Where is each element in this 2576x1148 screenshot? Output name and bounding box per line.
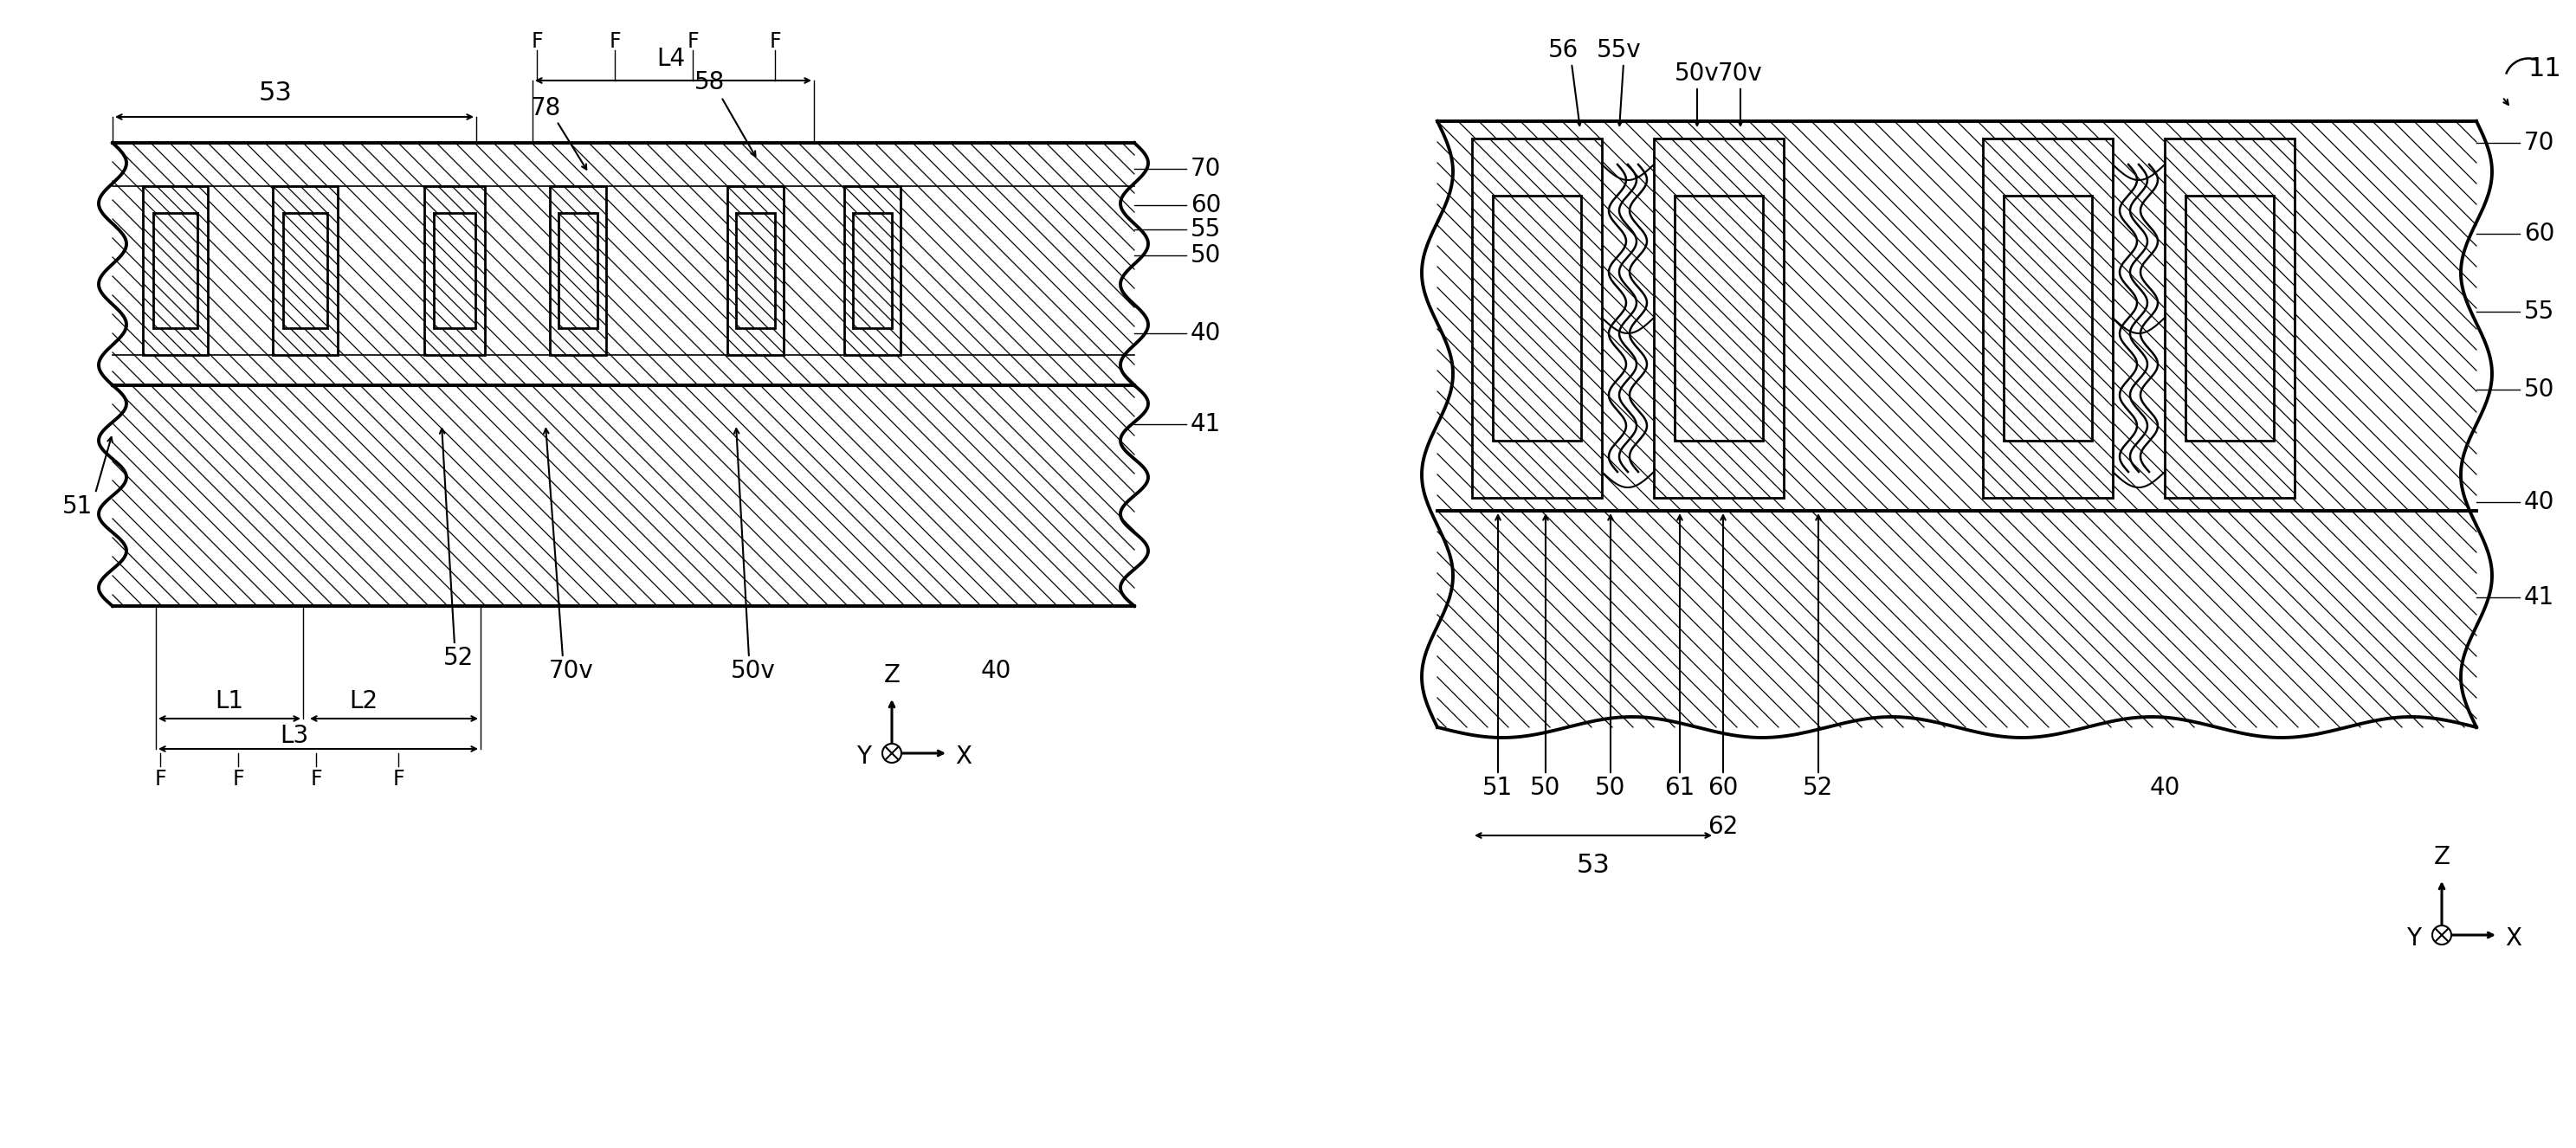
Bar [142,186,209,355]
Bar [433,214,477,328]
Text: L4: L4 [657,47,685,71]
Text: F: F [232,769,245,790]
Bar [425,186,484,355]
Text: L2: L2 [350,689,379,713]
Bar [726,186,783,355]
Text: 55: 55 [2524,300,2555,324]
Text: L3: L3 [281,723,309,748]
Text: X: X [956,745,971,769]
Text: L1: L1 [216,689,245,713]
Bar [549,186,605,355]
Bar [152,214,198,328]
Bar [559,214,598,328]
Bar [1437,122,2476,511]
Bar [113,386,1133,606]
Bar [559,214,598,328]
Bar [2004,195,2092,441]
Bar [853,214,891,328]
Bar [1492,195,1582,441]
Text: F: F [155,769,165,790]
Text: F: F [531,31,544,52]
Text: 53: 53 [258,82,291,106]
Text: 50: 50 [1190,243,1221,267]
Text: 11: 11 [2530,56,2563,82]
Bar [1654,139,1783,498]
Text: Z: Z [884,664,899,688]
Text: 53: 53 [1577,853,1610,878]
Bar [2184,195,2275,441]
Bar [283,214,327,328]
Bar [737,214,775,328]
Text: 52: 52 [1803,776,1834,800]
Text: 50: 50 [1530,776,1561,800]
Text: 62: 62 [1708,815,1739,839]
Text: 40: 40 [2148,776,2179,800]
Text: 50: 50 [2524,378,2555,402]
Text: F: F [309,769,322,790]
Bar [142,186,209,355]
Bar [273,186,337,355]
Text: Z: Z [2434,845,2450,869]
Text: 40: 40 [1190,321,1221,346]
Bar [152,214,198,328]
Bar [549,186,605,355]
Text: 70v: 70v [1718,62,1762,86]
Bar [1984,139,2112,498]
Text: 50v: 50v [732,659,775,683]
Text: F: F [688,31,698,52]
Bar [2004,195,2092,441]
Bar [1471,139,1602,498]
Text: 41: 41 [1190,412,1221,436]
Bar [1654,139,1783,498]
Circle shape [884,744,902,762]
Text: 50v: 50v [1674,62,1721,86]
Bar [425,186,484,355]
Bar [2164,139,2295,498]
Text: Y: Y [2406,926,2421,951]
Bar [2164,139,2295,498]
Text: 52: 52 [443,646,474,670]
Text: 70v: 70v [549,659,595,683]
Bar [845,186,902,355]
Text: 40: 40 [2524,490,2555,514]
Text: 50: 50 [1595,776,1625,800]
Text: 70: 70 [2524,131,2555,155]
Bar [433,214,477,328]
Text: 55v: 55v [1597,38,1641,62]
Text: 58: 58 [696,70,726,94]
Bar [1674,195,1762,441]
Text: 55: 55 [1190,217,1221,241]
Bar [1471,139,1602,498]
Text: 51: 51 [62,495,93,519]
Text: X: X [2504,926,2522,951]
Bar [853,214,891,328]
Circle shape [2432,925,2452,945]
Bar [273,186,337,355]
Bar [283,214,327,328]
Bar [726,186,783,355]
Text: F: F [608,31,621,52]
Bar [1674,195,1762,441]
Text: 51: 51 [1484,776,1512,800]
Bar [1437,511,2476,727]
Text: F: F [392,769,404,790]
Bar [2184,195,2275,441]
Text: 60: 60 [2524,222,2555,246]
Bar [113,142,1133,386]
Text: 56: 56 [1548,38,1579,62]
Text: 41: 41 [2524,585,2555,610]
Bar [737,214,775,328]
Text: F: F [770,31,781,52]
Text: 70: 70 [1190,157,1221,181]
Text: 60: 60 [1190,193,1221,217]
Text: 60: 60 [1708,776,1739,800]
Bar [845,186,902,355]
Bar [1984,139,2112,498]
Text: 40: 40 [981,659,1010,683]
Bar [1492,195,1582,441]
Text: Y: Y [855,745,871,769]
Text: 61: 61 [1664,776,1695,800]
Text: 78: 78 [531,96,562,121]
